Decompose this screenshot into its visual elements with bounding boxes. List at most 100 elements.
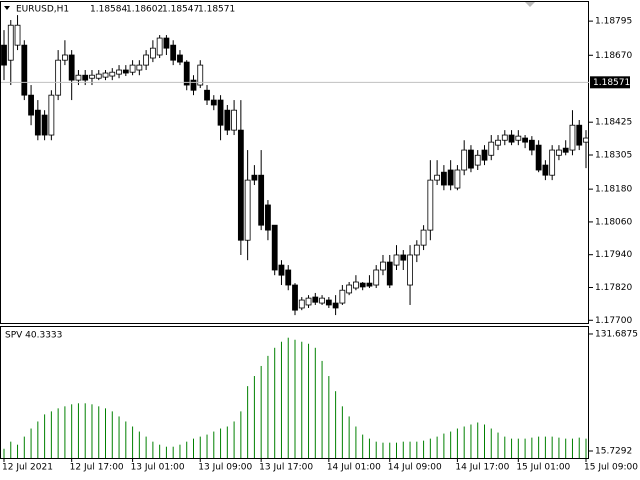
candle-body — [407, 254, 413, 286]
candle-body — [136, 64, 143, 71]
y-tick-label: 1.18425 — [595, 118, 632, 128]
header-value: 1.18571 — [198, 5, 235, 15]
candle-body — [190, 79, 197, 91]
candle-body — [292, 284, 298, 311]
candle-body — [197, 64, 204, 86]
chart-title: EURUSD,H1 — [16, 5, 69, 15]
candle-body — [224, 109, 231, 131]
x-tick-label: 14 Jul 17:00 — [455, 463, 509, 473]
candle-body — [420, 229, 427, 246]
candle-body — [495, 139, 501, 146]
candle-body — [177, 54, 183, 63]
candle-body — [285, 269, 292, 286]
header-value: 1.18547 — [162, 5, 199, 15]
menu-triangle[interactable] — [4, 6, 10, 10]
candle-body — [461, 149, 468, 171]
candle-body — [332, 302, 339, 309]
candle-body — [265, 204, 271, 231]
candle-body — [339, 289, 346, 304]
candle-body — [353, 281, 359, 289]
candle-body — [217, 99, 224, 126]
x-tick-label: 14 Jul 01:00 — [327, 463, 381, 473]
header-value: 1.18584 — [90, 5, 127, 15]
bid-label: 1.18571 — [593, 78, 630, 88]
candle-body — [89, 74, 95, 79]
candle-body — [28, 94, 34, 116]
candle-body — [474, 154, 481, 166]
candle-body — [522, 137, 528, 143]
y-tick-label: 131.6875 — [595, 329, 638, 339]
candle-body — [359, 282, 366, 288]
candle-body — [7, 24, 14, 61]
candle-body — [14, 24, 21, 46]
x-tick-label: 15 Jul 01:00 — [516, 463, 570, 473]
main-pane-frame — [0, 1, 589, 324]
candle-body — [556, 149, 562, 156]
candle-body — [366, 282, 373, 287]
candle-body — [237, 129, 244, 241]
candle-body — [298, 299, 305, 309]
y-tick-label: 1.18180 — [595, 185, 632, 195]
candle-body — [170, 44, 177, 61]
candle-body — [312, 296, 319, 303]
candle-body — [501, 134, 508, 141]
candle-body — [400, 254, 407, 261]
candle-body — [68, 54, 75, 81]
x-tick-label: 14 Jul 09:00 — [388, 463, 442, 473]
candle-body — [82, 74, 89, 81]
candle-body — [569, 124, 576, 151]
x-tick-label: 13 Jul 17:00 — [259, 463, 313, 473]
candle-body — [41, 114, 48, 136]
candle-body — [129, 64, 136, 73]
candle-body — [258, 174, 265, 226]
candle-body — [386, 261, 393, 286]
candle-body — [251, 174, 258, 181]
bid-label-box — [590, 76, 630, 89]
candle-body — [346, 284, 353, 294]
candle-body — [481, 149, 488, 161]
candle-body — [271, 224, 278, 271]
candle-body — [325, 299, 332, 306]
candle-body — [109, 71, 116, 77]
candle-body — [583, 137, 589, 143]
y-tick-label: 15.7292 — [595, 447, 632, 457]
candle-body — [244, 179, 251, 241]
candle-body — [427, 179, 434, 231]
header-value: 1.18602 — [126, 5, 163, 15]
sub-pane-frame — [0, 326, 589, 459]
candle-body — [488, 141, 495, 156]
candle-body — [204, 89, 210, 101]
y-tick-label: 1.17700 — [595, 316, 632, 326]
candle-body — [373, 269, 380, 286]
x-tick-label: 13 Jul 01:00 — [131, 463, 185, 473]
candle-body — [102, 72, 109, 78]
candle-body — [122, 69, 129, 74]
candle-body — [210, 99, 217, 106]
candle-body — [515, 135, 522, 141]
x-tick-label: 12 Jul 2021 — [2, 463, 53, 473]
candle-body — [34, 109, 41, 136]
candle-body — [183, 61, 190, 86]
candle-body — [508, 134, 515, 143]
candle-body — [75, 74, 82, 81]
candle-body — [434, 174, 441, 181]
candle-body — [21, 44, 28, 96]
candle-body — [62, 54, 68, 61]
candle-body — [528, 139, 535, 151]
candle-body — [413, 244, 420, 256]
candle-body — [55, 59, 62, 96]
candle-body — [319, 297, 325, 304]
candle-body — [549, 149, 556, 176]
y-tick-label: 1.17820 — [595, 283, 632, 293]
candle-body — [393, 254, 400, 266]
y-tick-label: 1.18670 — [595, 51, 632, 61]
candle-body — [454, 169, 461, 189]
candle-body — [562, 147, 569, 153]
indicator-title: SPV 40.3333 — [5, 331, 62, 341]
candle-body — [48, 94, 55, 136]
candle-body — [535, 144, 542, 171]
y-tick-label: 1.18305 — [595, 150, 632, 160]
candle-body — [542, 164, 549, 176]
